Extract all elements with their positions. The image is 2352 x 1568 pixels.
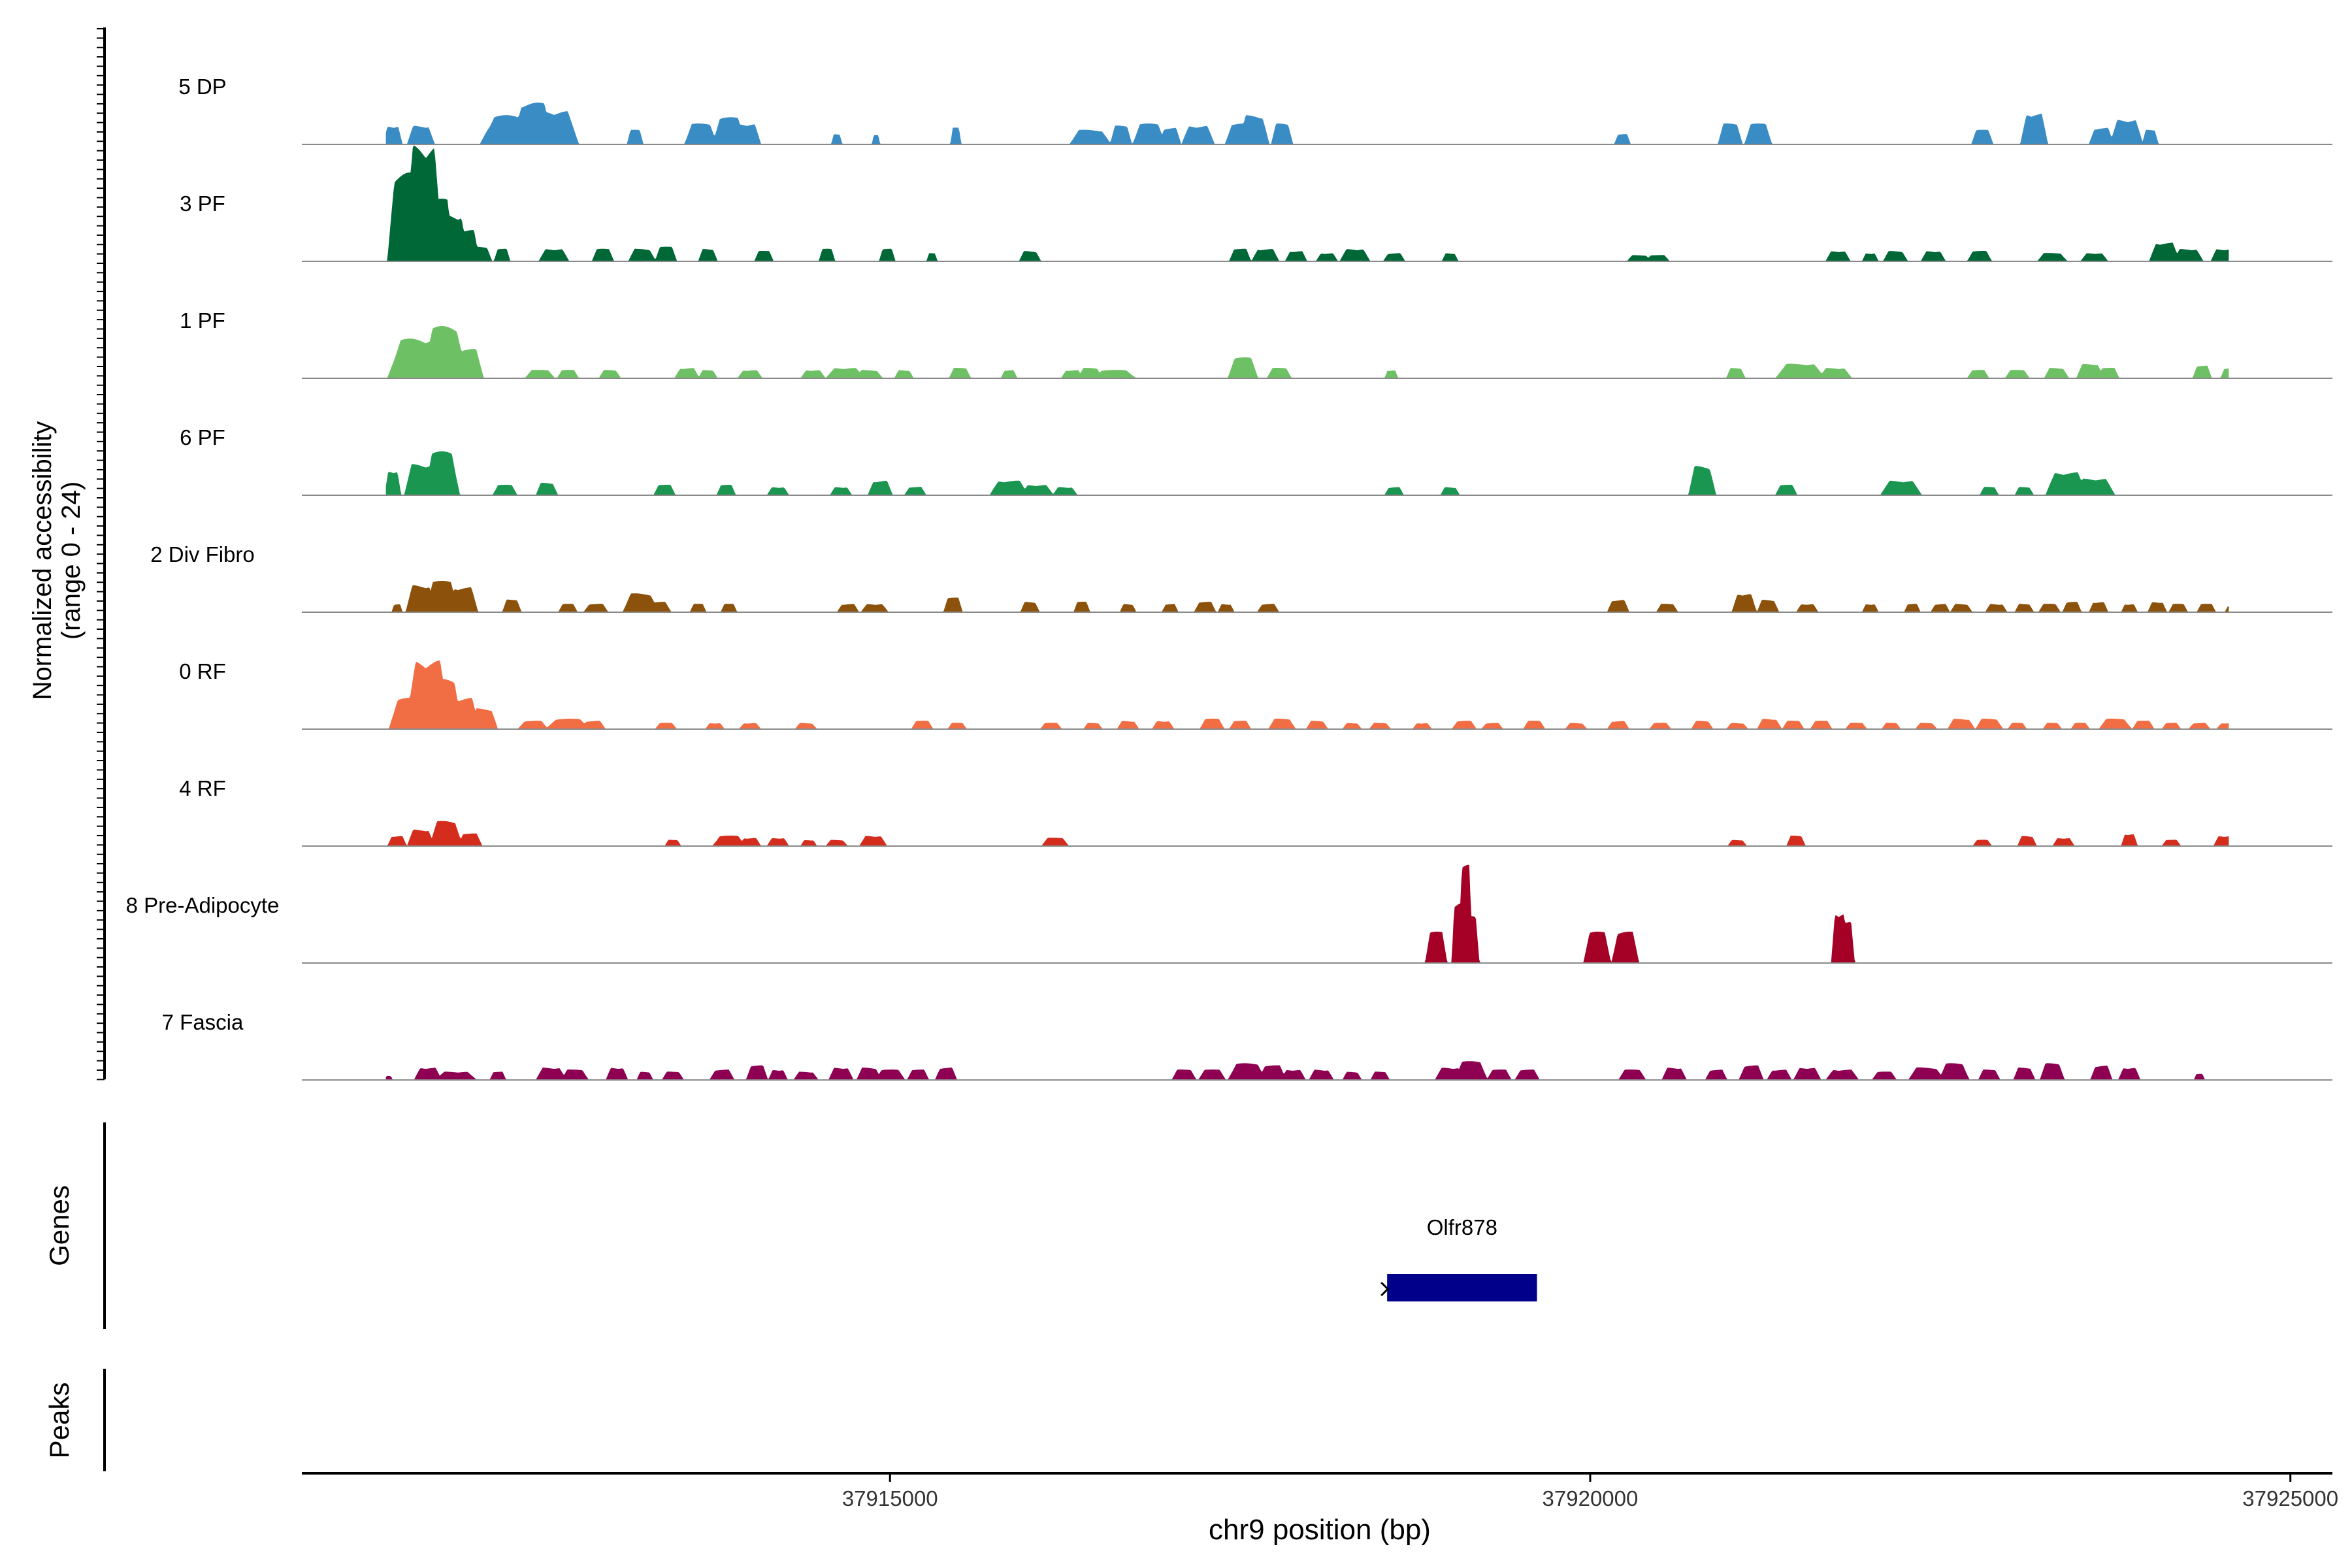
track-2-div-fibro: 2 Div Fibro [150,542,2332,613]
x-tick-label: 37925000 [2242,1486,2338,1511]
track-6-pf: 6 PF [180,425,2332,496]
x-tick-label: 37920000 [1543,1486,1639,1511]
strand-arrow-icon [1380,1281,1390,1297]
y-axis-title-line1: Normalized accessibility [28,421,57,700]
genes-panel: Genes Olfr878 [44,1122,1537,1329]
y-axis [97,27,106,1081]
track-7-fascia: 7 Fascia [162,1010,2332,1081]
track-3-pf: 3 PF [180,145,2332,262]
coverage-area [385,451,2229,495]
track-4-rf: 4 RF [179,776,2332,847]
track-label: 0 RF [179,659,226,683]
track-label: 4 RF [179,776,226,800]
track-label: 5 DP [178,74,226,99]
x-axis: 37915000 37920000 37925000 [302,1472,2338,1511]
coverage-area [385,864,2229,963]
coverage-area [385,326,2229,378]
track-0-rf: 0 RF [179,659,2332,730]
peaks-panel-label: Peaks [44,1382,74,1459]
track-label: 8 Pre-Adipocyte [126,893,280,917]
gene-label: Olfr878 [1427,1215,1497,1239]
coverage-area [385,1061,2229,1080]
coverage-area [385,145,2229,261]
track-label: 7 Fascia [162,1010,244,1034]
gene-olfr878: Olfr878 [1380,1215,1537,1301]
x-axis-title: chr9 position (bp) [1209,1514,1431,1546]
track-8-pre-adipocyte: 8 Pre-Adipocyte [126,864,2332,964]
track-label: 6 PF [180,425,225,449]
x-tick-label: 37915000 [842,1486,938,1511]
y-axis-title-line2: (range 0 - 24) [57,482,86,640]
gene-body [1387,1274,1537,1301]
genes-panel-label: Genes [44,1185,74,1266]
track-5-dp: 5 DP [178,74,2332,145]
coverage-area [385,660,2229,729]
coverage-area [385,821,2229,846]
track-label: 1 PF [180,308,225,333]
track-label: 3 PF [180,191,225,216]
track-1-pf: 1 PF [180,308,2332,379]
peaks-panel: Peaks [44,1369,106,1471]
track-label: 2 Div Fibro [150,542,255,566]
coverage-area [385,103,2229,144]
track-panels: 5 DP 3 PF 1 PF 6 PF 2 Div Fibro 0 RF 4 RF 8 Pre… [126,74,2332,1081]
coverage-area [385,581,2229,612]
